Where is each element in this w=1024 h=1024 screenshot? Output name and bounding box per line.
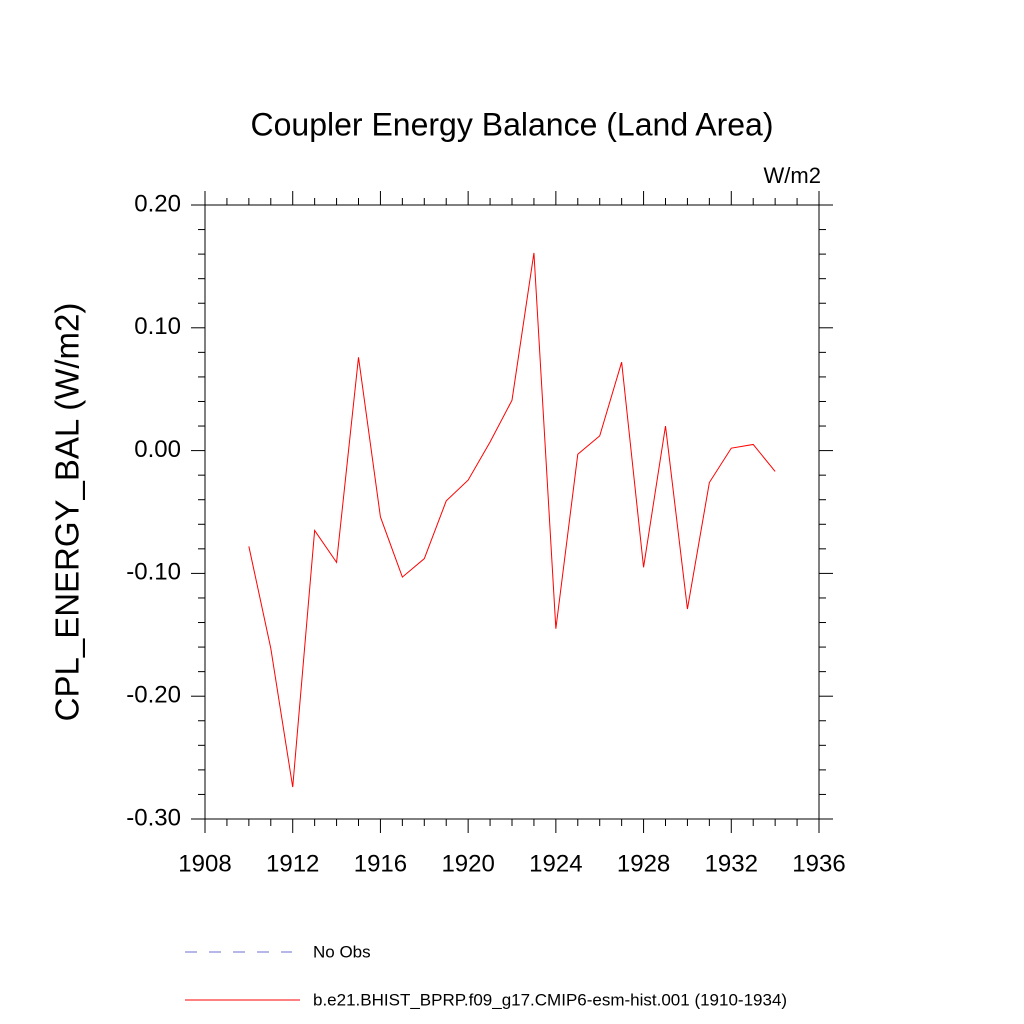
x-tick-label: 1908 [178,850,231,877]
legend-label: b.e21.BHIST_BPRP.f09_g17.CMIP6-esm-hist.… [313,990,787,1009]
y-tick-label: -0.10 [126,559,181,586]
y-tick-label: -0.20 [126,682,181,709]
x-tick-label: 1916 [354,850,407,877]
x-tick-label: 1924 [529,850,582,877]
y-tick-label: 0.00 [134,436,181,463]
legend-label: No Obs [313,942,371,961]
x-tick-label: 1928 [617,850,670,877]
y-tick-label: 0.10 [134,313,181,340]
x-tick-label: 1920 [441,850,494,877]
y-axis-label: CPL_ENERGY_BAL (W/m2) [49,303,86,722]
data-line [248,252,776,788]
units-label: W/m2 [764,163,821,188]
x-tick-label: 1936 [792,850,845,877]
y-tick-label: 0.20 [134,190,181,217]
x-tick-label: 1932 [705,850,758,877]
plot-frame [204,204,820,820]
y-tick-label: -0.30 [126,804,181,831]
chart-title: Coupler Energy Balance (Land Area) [251,106,774,142]
x-tick-label: 1912 [266,850,319,877]
